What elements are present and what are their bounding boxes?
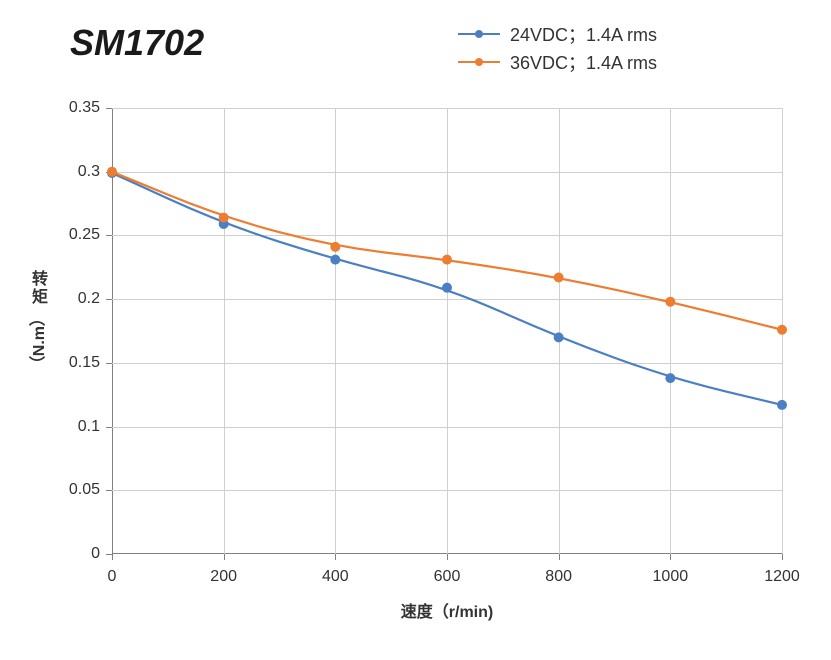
series-marker [219, 213, 229, 223]
series-marker [330, 255, 340, 265]
series-marker [665, 297, 675, 307]
series-marker [777, 400, 787, 410]
series-marker [107, 167, 117, 177]
series-marker [442, 255, 452, 265]
series-marker [442, 283, 452, 293]
series-marker [554, 332, 564, 342]
series-marker [554, 272, 564, 282]
plot-svg [0, 0, 831, 660]
series-marker [330, 242, 340, 252]
series-marker [665, 373, 675, 383]
series-line [112, 172, 782, 330]
chart-container: { "title": { "text": "SM1702", "font_siz… [0, 0, 831, 660]
series-marker [777, 325, 787, 335]
